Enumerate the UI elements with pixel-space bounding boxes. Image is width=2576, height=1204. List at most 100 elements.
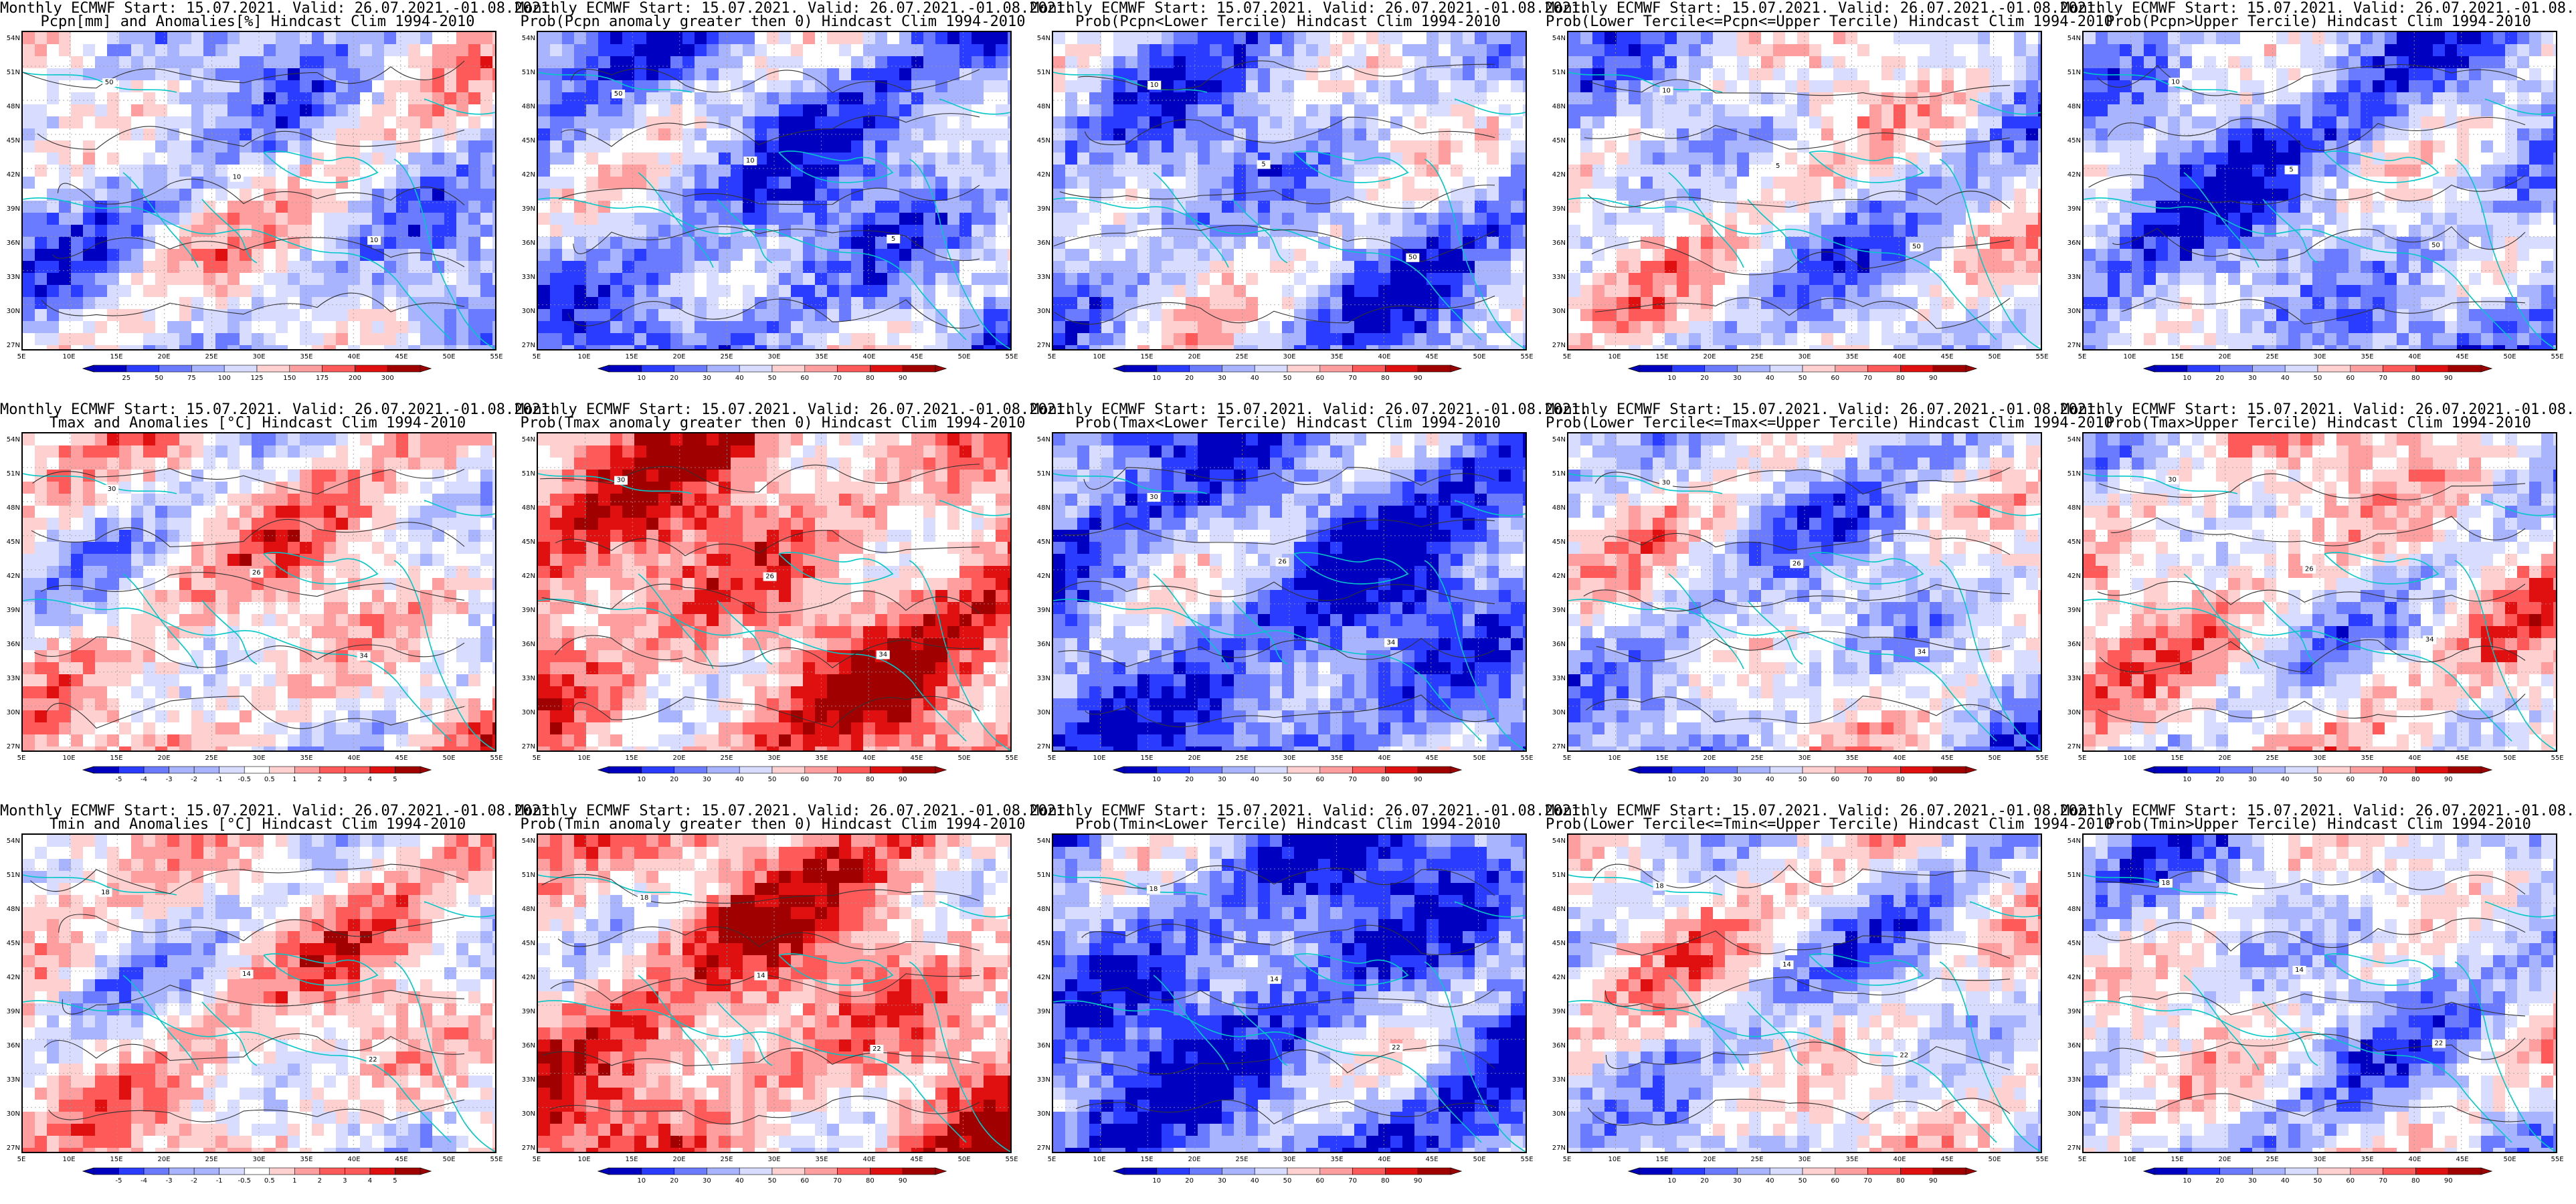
field-cell (2252, 80, 2265, 93)
field-cell (360, 309, 373, 322)
field-cell (276, 249, 288, 262)
field-cell (2192, 116, 2205, 129)
field-cell (2409, 92, 2421, 105)
field-cell (1210, 128, 1222, 141)
field-cell (743, 285, 755, 298)
shaded-field (1568, 32, 2041, 349)
field-cell (1592, 345, 1605, 349)
field-cell (240, 92, 252, 105)
field-cell (695, 309, 707, 322)
field-cell (1990, 153, 2003, 165)
field-cell (1725, 140, 1738, 153)
field-cell (959, 249, 972, 262)
lat-tick-label: 42N (1552, 171, 1566, 179)
field-cell (851, 56, 864, 69)
field-cell (119, 80, 132, 93)
field-cell (95, 201, 108, 213)
field-cell (1881, 273, 1894, 286)
field-cell (1725, 345, 1738, 349)
field-cell (240, 237, 252, 249)
field-cell (276, 92, 288, 105)
field-cell (791, 201, 804, 213)
field-cell (143, 80, 156, 93)
field-cell (767, 153, 779, 165)
field-cell (1113, 92, 1126, 105)
field-cell (743, 116, 755, 129)
field-cell (1725, 44, 1738, 57)
field-cell (622, 116, 635, 129)
field-cell (767, 285, 779, 298)
field-cell (1222, 237, 1234, 249)
field-cell (384, 92, 397, 105)
field-cell (420, 116, 433, 129)
field-cell (1797, 249, 1810, 262)
field-cell (899, 333, 912, 346)
field-cell (827, 297, 840, 310)
field-cell (360, 68, 373, 81)
field-cell (1580, 213, 1593, 225)
field-cell (408, 68, 421, 81)
field-cell (646, 285, 659, 298)
field-cell (480, 273, 493, 286)
field-cell (1725, 261, 1738, 274)
field-cell (2433, 68, 2446, 81)
field-cell (384, 297, 397, 310)
field-cell (1737, 153, 1750, 165)
field-cell (1113, 32, 1126, 45)
field-cell (851, 189, 864, 201)
field-cell (1869, 285, 1882, 298)
field-cell (1725, 201, 1738, 213)
field-cell (2038, 116, 2041, 129)
field-cell (743, 32, 755, 45)
colorbar: 25 50 75 100 125 150 175 200 300 (82, 365, 432, 385)
field-cell (1378, 189, 1391, 201)
field-cell (1330, 32, 1343, 45)
field-cell (574, 56, 587, 69)
field-cell (610, 128, 623, 141)
field-cell (1990, 128, 2003, 141)
field-cell (1125, 56, 1138, 69)
field-cell (1487, 321, 1499, 334)
field-cell (959, 140, 972, 153)
field-cell (1101, 153, 1114, 165)
field-cell (2002, 249, 2015, 262)
field-cell (35, 273, 48, 286)
field-cell (2349, 92, 2361, 105)
field-cell (574, 104, 587, 117)
field-cell (1463, 128, 1475, 141)
field-cell (1463, 165, 1475, 177)
field-cell (984, 213, 996, 225)
field-cell (203, 225, 216, 237)
lon-tick-label: 50E (957, 353, 971, 361)
field-cell (1592, 225, 1605, 237)
field-cell (1053, 225, 1066, 237)
field-cell (2457, 32, 2470, 45)
field-cell (779, 261, 792, 274)
lat-tick-label: 30N (6, 308, 20, 315)
field-cell (276, 177, 288, 189)
field-cell (1592, 104, 1605, 117)
field-cell (1906, 177, 1918, 189)
field-cell (550, 273, 563, 286)
field-cell (1821, 165, 1834, 177)
field-cell (875, 237, 888, 249)
field-cell (1617, 177, 1629, 189)
field-cell (1499, 285, 1511, 298)
field-cell (1174, 104, 1186, 117)
field-cell (2421, 68, 2433, 81)
field-cell (2228, 68, 2241, 81)
field-cell (312, 44, 325, 57)
field-cell (827, 104, 840, 117)
field-cell (2156, 32, 2169, 45)
field-cell (336, 92, 349, 105)
field-cell (1677, 213, 1689, 225)
field-cell (2553, 44, 2556, 57)
field-cell (1101, 297, 1114, 310)
field-cell (1604, 333, 1617, 346)
field-cell (2493, 32, 2506, 45)
field-cell (1918, 104, 1930, 117)
field-cell (1499, 116, 1511, 129)
field-cell (899, 56, 912, 69)
field-cell (1475, 177, 1487, 189)
field-cell (839, 321, 852, 334)
